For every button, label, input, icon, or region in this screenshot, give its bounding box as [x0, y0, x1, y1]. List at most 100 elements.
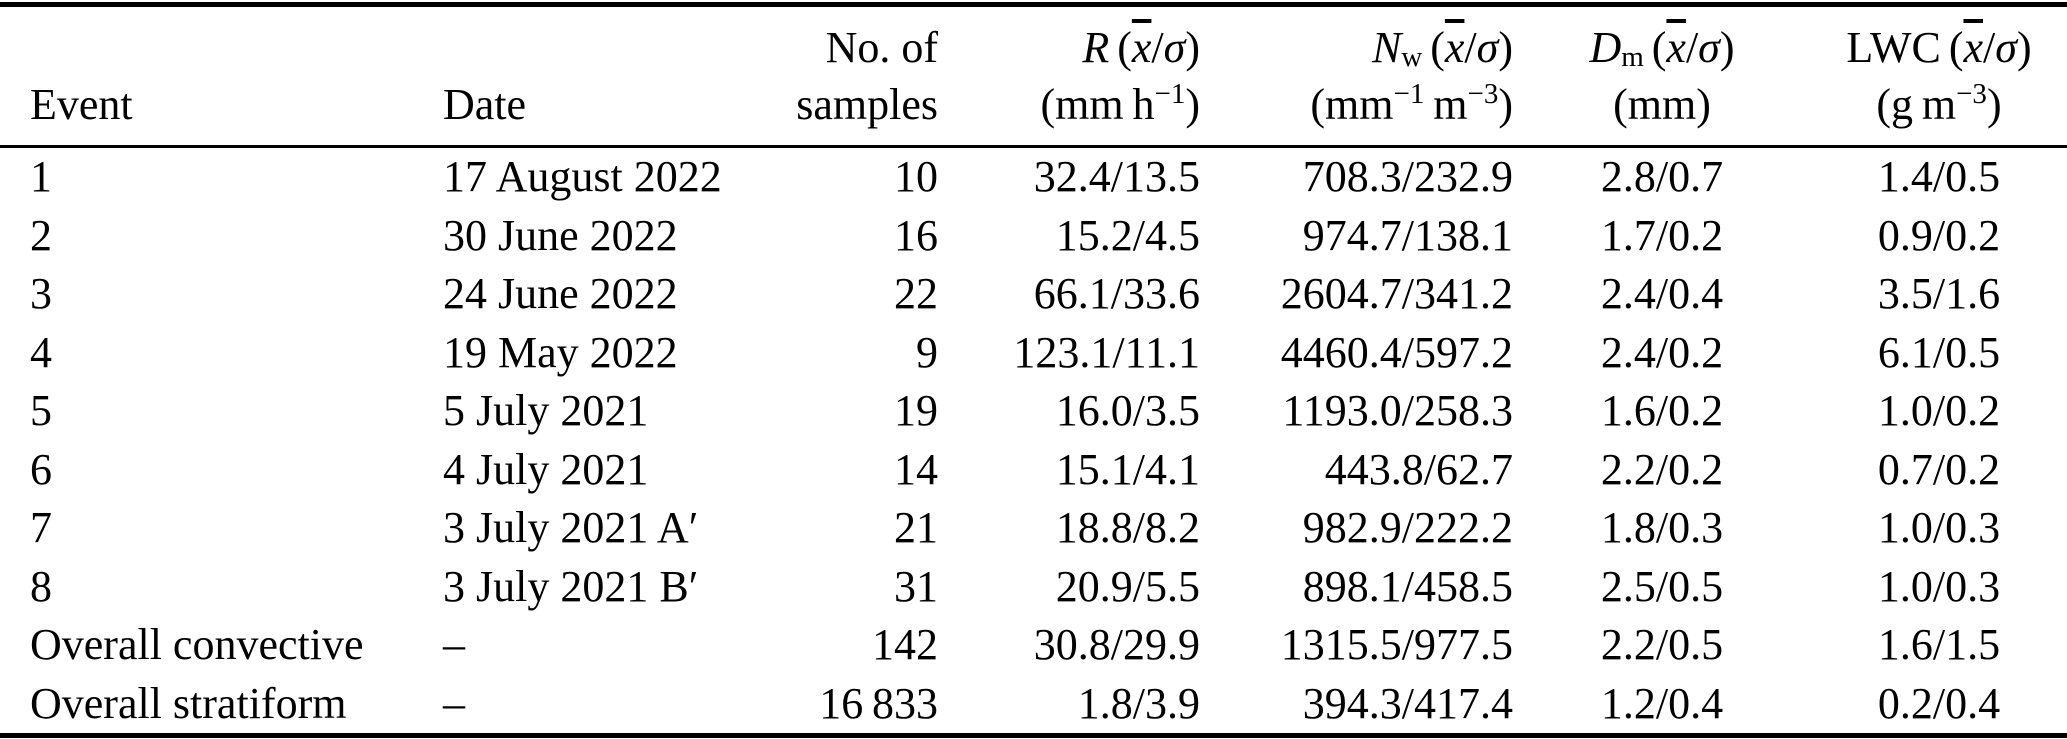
table-row-event-1: 1 17 August 2022 10 32.4/13.5 708.3/232.… — [0, 147, 2067, 207]
math-symbol-d: D — [1589, 23, 1622, 72]
sigma-symbol: σ — [1163, 23, 1186, 72]
table-row-overall-convective: Overall convective – 142 30.8/29.9 1315.… — [0, 616, 2067, 675]
slash: / — [1464, 23, 1477, 72]
cell-dm: 2.5/0.5 — [1600, 561, 1724, 611]
x-bar-symbol: x — [1963, 23, 1983, 72]
paren-close: ) — [1719, 23, 1735, 72]
paren-close: ) — [1498, 23, 1513, 72]
cell-event: 7 — [30, 503, 52, 552]
table-row-event-6: 6 4 July 2021 14 15.1/4.1 443.8/62.7 2.2… — [0, 441, 2067, 500]
cell-nw: 982.9/222.2 — [1302, 503, 1513, 552]
cell-nw: 1193.0/258.3 — [1282, 386, 1513, 435]
cell-nw: 394.3/417.4 — [1302, 678, 1513, 728]
paren-open: ( — [1948, 23, 1964, 72]
cell-date: 30 June 2022 — [443, 210, 678, 260]
cell-date: 3 July 2021 A′ — [443, 503, 699, 552]
table-row-event-7: 7 3 July 2021 A′ 21 18.8/8.2 982.9/222.2… — [0, 499, 2067, 558]
cell-dm: 1.2/0.4 — [1600, 678, 1724, 728]
cell-lwc: 1.0/0.3 — [1877, 503, 2001, 552]
column-header-lwc: LWC (x/σ) (g m−3) — [1811, 4, 2067, 148]
cell-event: 8 — [30, 561, 52, 611]
cell-event: Overall stratiform — [30, 678, 347, 728]
cell-samples: 10 — [894, 152, 938, 201]
sigma-symbol: σ — [1698, 23, 1720, 72]
column-header-date: Date — [430, 4, 705, 148]
cell-dm: 2.2/0.5 — [1600, 620, 1724, 669]
table-row-event-4: 4 19 May 2022 9 123.1/11.1 4460.4/597.2 … — [0, 324, 2067, 383]
cell-lwc: 3.5/1.6 — [1877, 269, 2001, 318]
cell-lwc: 0.2/0.4 — [1877, 678, 2001, 728]
column-header-event: Event — [0, 4, 430, 148]
header-unit-line: (mm h−1) — [938, 76, 1200, 133]
header-symbol-line: Dm (x/σ) — [1513, 19, 1811, 76]
paren-open: ( — [1651, 23, 1667, 72]
table-row-event-5: 5 5 July 2021 19 16.0/3.5 1193.0/258.3 1… — [0, 382, 2067, 441]
table-row-event-2: 2 30 June 2022 16 15.2/4.5 974.7/138.1 1… — [0, 207, 2067, 266]
unit-text: ) — [1986, 80, 2002, 129]
cell-nw: 974.7/138.1 — [1302, 210, 1513, 260]
cell-nw: 443.8/62.7 — [1324, 444, 1513, 494]
slash: / — [1685, 23, 1699, 72]
cell-lwc: 1.0/0.3 — [1877, 561, 2001, 611]
unit-text: (mm h — [1040, 80, 1155, 129]
sigma-symbol: σ — [1995, 23, 2017, 72]
header-label: Date — [443, 80, 527, 129]
cell-date: 4 July 2021 — [443, 444, 649, 494]
header-unit-line: (g m−3) — [1811, 76, 2067, 133]
table-row-event-8: 8 3 July 2021 B′ 31 20.9/5.5 898.1/458.5… — [0, 558, 2067, 617]
unit-text: (mm — [1310, 80, 1394, 129]
column-header-samples: No. of samples — [705, 4, 938, 148]
cell-dm: 1.8/0.3 — [1600, 503, 1724, 552]
cell-date: – — [443, 620, 465, 669]
cell-lwc: 0.7/0.2 — [1877, 444, 2001, 494]
cell-lwc: 1.6/1.5 — [1877, 620, 2001, 669]
cell-date: 24 June 2022 — [443, 269, 678, 318]
cell-event: 1 — [30, 152, 52, 201]
cell-rain-rate: 16.0/3.5 — [1055, 386, 1200, 435]
cell-rain-rate: 1.8/3.9 — [1077, 678, 1200, 728]
mean-sigma-notation: (x/σ) — [1430, 23, 1513, 72]
cell-nw: 898.1/458.5 — [1302, 561, 1513, 611]
cell-nw: 2604.7/341.2 — [1280, 269, 1513, 318]
cell-lwc: 1.4/0.5 — [1877, 152, 2001, 201]
table-body: 1 17 August 2022 10 32.4/13.5 708.3/232.… — [0, 147, 2067, 736]
cell-samples: 14 — [894, 444, 938, 494]
paren-close: ) — [2016, 23, 2032, 72]
mean-sigma-notation: (x/σ) — [1652, 23, 1735, 72]
cell-rain-rate: 15.1/4.1 — [1055, 444, 1200, 494]
cell-event: Overall convective — [30, 620, 364, 669]
header-unit-line: (mm) — [1513, 76, 1811, 133]
cell-samples: 22 — [894, 269, 938, 318]
cell-dm: 2.4/0.4 — [1600, 269, 1724, 318]
cell-date: 19 May 2022 — [443, 327, 678, 377]
slash: / — [1151, 23, 1164, 72]
cell-event: 2 — [30, 210, 52, 260]
table-row-event-3: 3 24 June 2022 22 66.1/33.6 2604.7/341.2… — [0, 265, 2067, 324]
cell-samples: 21 — [894, 503, 938, 552]
cell-dm: 2.4/0.2 — [1600, 327, 1724, 377]
cell-date: 3 July 2021 B′ — [443, 561, 699, 611]
cell-samples: 19 — [894, 386, 938, 435]
cell-samples: 31 — [894, 561, 938, 611]
symbol-lwc: LWC — [1846, 23, 1941, 72]
cell-event: 4 — [30, 327, 52, 377]
cell-event: 5 — [30, 386, 52, 435]
paren-close: ) — [1185, 23, 1200, 72]
cell-rain-rate: 20.9/5.5 — [1055, 561, 1200, 611]
column-header-dm: Dm (x/σ) (mm) — [1513, 4, 1811, 148]
unit-text: (mm — [1613, 80, 1697, 129]
cell-samples: 9 — [916, 327, 938, 377]
cell-nw: 708.3/232.9 — [1302, 152, 1513, 201]
paren-open: ( — [1430, 23, 1445, 72]
math-symbol-n: N — [1371, 23, 1402, 72]
header-label-line2: samples — [796, 80, 938, 129]
cell-lwc: 1.0/0.2 — [1877, 386, 2001, 435]
cell-date: 17 August 2022 — [443, 152, 722, 201]
cell-lwc: 6.1/0.5 — [1877, 327, 2001, 377]
slash: / — [1983, 23, 1996, 72]
unit-superscript: −1 — [1393, 78, 1425, 111]
cell-rain-rate: 66.1/33.6 — [1033, 269, 1200, 318]
subscript-w: w — [1401, 41, 1423, 74]
cell-event: 6 — [30, 444, 52, 494]
cell-date: 5 July 2021 — [443, 386, 649, 435]
